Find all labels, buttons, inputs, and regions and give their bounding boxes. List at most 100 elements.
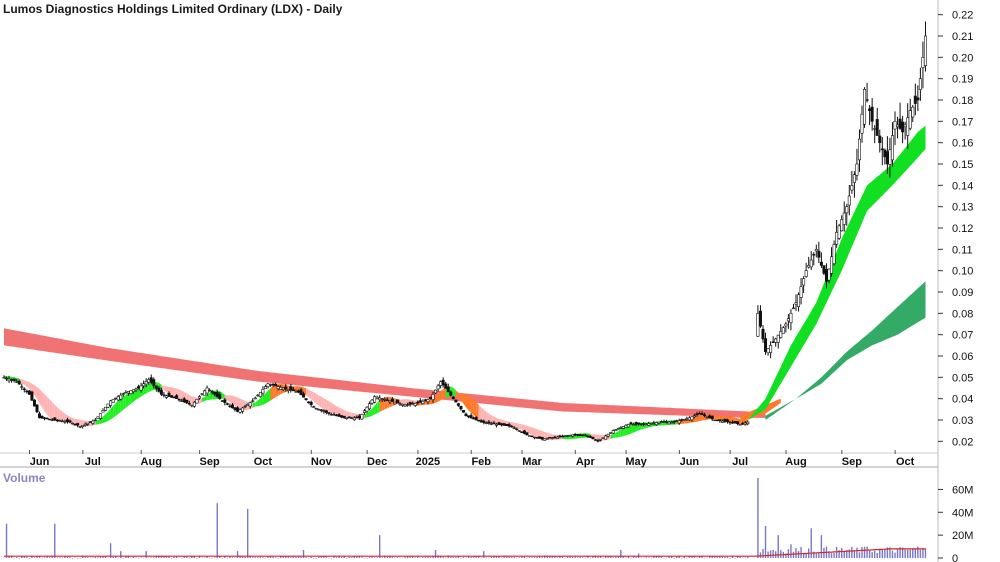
short-term-ma-ribbon-segment xyxy=(163,386,167,393)
volume-bar xyxy=(109,543,112,558)
volume-bar xyxy=(188,557,191,559)
candle-body xyxy=(431,394,435,400)
volume-bar xyxy=(640,557,642,559)
candle-body xyxy=(913,95,917,104)
short-term-ma-ribbon-segment xyxy=(105,411,109,423)
volume-bar xyxy=(455,557,457,558)
x-month-label: 2025 xyxy=(416,456,440,468)
candle-body xyxy=(43,417,47,419)
x-month-label: Nov xyxy=(311,456,333,468)
volume-bar xyxy=(335,557,338,558)
volume-y-tick-label: 20M xyxy=(952,530,973,542)
candle-body xyxy=(324,410,328,413)
short-term-ma-ribbon-segment xyxy=(471,398,474,416)
volume-bar xyxy=(312,557,315,559)
short-term-ma-ribbon-segment xyxy=(120,396,124,412)
short-term-ma-ribbon-segment xyxy=(377,400,380,414)
short-term-ma-ribbon-segment xyxy=(240,398,243,410)
volume-bar xyxy=(736,555,739,558)
volume-bar xyxy=(772,549,774,558)
candle-body xyxy=(203,390,207,396)
candle-body xyxy=(205,387,209,394)
candle-body xyxy=(477,419,481,422)
candle-body xyxy=(857,138,861,161)
volume-bar xyxy=(94,556,97,558)
candle-body xyxy=(695,413,699,416)
candle-body xyxy=(675,420,679,422)
candle-body xyxy=(779,331,783,338)
volume-bar xyxy=(432,555,434,558)
volume-bar xyxy=(282,556,284,558)
volume-bar xyxy=(54,523,56,558)
volume-bar xyxy=(556,557,559,558)
candle-body xyxy=(837,225,841,239)
short-term-ma-ribbon-segment xyxy=(369,408,373,417)
short-term-ma-ribbon-segment xyxy=(521,424,525,432)
volume-bar xyxy=(630,557,632,559)
candle-body xyxy=(573,434,577,436)
volume-bar xyxy=(889,547,891,558)
x-month-label: Jul xyxy=(732,456,748,468)
volume-bar xyxy=(206,556,208,558)
short-term-ma-ribbon-segment xyxy=(179,389,182,400)
volume-bar xyxy=(818,553,820,558)
candle-body xyxy=(294,391,298,393)
volume-bar xyxy=(764,526,767,558)
candle-body xyxy=(822,265,826,274)
volume-bar xyxy=(71,557,74,559)
short-term-ma-ribbon-segment xyxy=(323,398,327,411)
volume-bar xyxy=(5,523,8,558)
volume-bar xyxy=(64,555,66,558)
short-term-ma-ribbon-segment xyxy=(699,414,703,421)
volume-bar xyxy=(835,546,838,558)
short-term-ma-ribbon-segment xyxy=(529,426,532,435)
candle-body xyxy=(50,419,54,421)
volume-bar xyxy=(693,555,696,558)
candle-body xyxy=(533,436,537,439)
volume-bar xyxy=(386,556,389,558)
volume-bar xyxy=(117,557,119,559)
candle-body xyxy=(687,417,691,421)
volume-bar xyxy=(886,547,889,558)
volume-bar xyxy=(330,557,333,559)
candle-body xyxy=(672,420,676,423)
short-term-ma-ribbon-segment xyxy=(379,398,383,412)
volume-bar xyxy=(917,546,919,558)
volume-bar xyxy=(485,557,488,559)
volume-bar xyxy=(681,557,683,559)
volume-bar xyxy=(914,548,917,558)
volume-bar xyxy=(153,557,155,558)
volume-bar xyxy=(10,555,13,558)
candle-body xyxy=(337,414,341,417)
price-y-tick-label: 0.14 xyxy=(952,180,973,192)
short-term-ma-ribbon-segment xyxy=(49,399,53,420)
candle-body xyxy=(639,423,643,425)
short-term-ma-ribbon-segment xyxy=(328,401,332,414)
candle-body xyxy=(781,327,785,334)
short-term-ma-ribbon-segment xyxy=(136,388,139,400)
candle-body xyxy=(845,206,849,214)
volume-bar xyxy=(356,556,358,558)
volume-bar xyxy=(833,552,835,558)
volume-bar xyxy=(155,555,158,558)
short-term-ma-ribbon-segment xyxy=(161,384,164,390)
x-month-label: Oct xyxy=(254,456,273,468)
volume-bar xyxy=(569,556,571,558)
volume-bar xyxy=(696,557,698,559)
candle-body xyxy=(451,396,455,399)
volume-bar xyxy=(406,556,409,558)
short-term-ma-ribbon-segment xyxy=(633,423,637,433)
candle-body xyxy=(555,436,559,439)
short-term-ma-ribbon-segment xyxy=(222,392,225,399)
volume-bar xyxy=(724,556,726,558)
candle-body xyxy=(662,421,666,423)
volume-bar xyxy=(554,556,556,558)
volume-bar xyxy=(584,557,587,559)
volume-bar xyxy=(114,556,117,558)
volume-bar xyxy=(234,557,236,559)
candle-body xyxy=(500,423,504,426)
short-term-ma-ribbon-segment xyxy=(463,394,466,408)
volume-y-tick-label: 40M xyxy=(952,507,973,519)
volume-bar xyxy=(670,556,673,558)
candle-body xyxy=(906,117,910,136)
